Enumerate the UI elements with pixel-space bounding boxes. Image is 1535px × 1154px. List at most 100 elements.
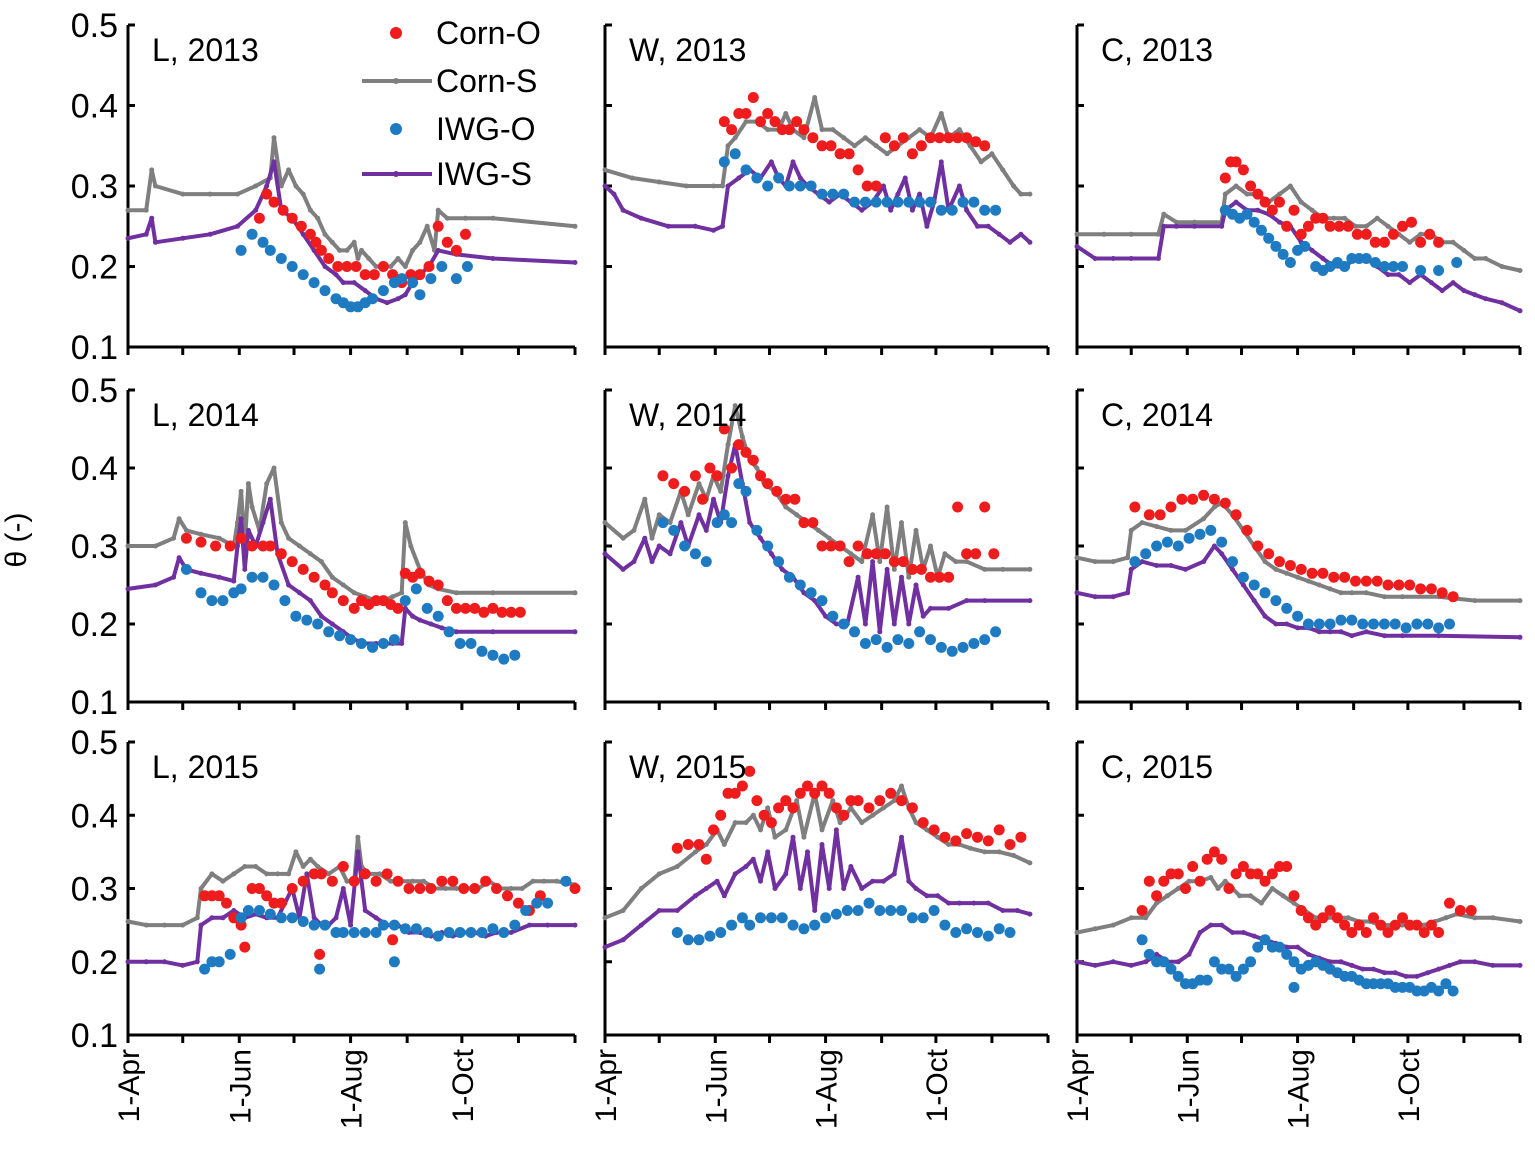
- line-marker: [1074, 590, 1080, 596]
- line-marker: [307, 551, 313, 557]
- data-point: [934, 571, 945, 583]
- data-point: [432, 579, 444, 591]
- data-point: [1237, 861, 1249, 872]
- data-point: [1339, 919, 1351, 931]
- line-marker: [928, 605, 933, 611]
- line-marker: [1219, 223, 1225, 229]
- data-point: [560, 875, 572, 887]
- data-point: [914, 626, 926, 638]
- y-tick-label: 0.4: [71, 88, 118, 126]
- line-marker: [1360, 966, 1366, 972]
- series-iwg-s: [125, 496, 578, 646]
- line-marker: [1027, 566, 1033, 572]
- line-marker: [152, 582, 158, 588]
- line-marker: [909, 207, 915, 213]
- data-point: [1015, 831, 1027, 843]
- data-point: [816, 188, 828, 200]
- line-marker: [848, 805, 854, 811]
- data-point: [478, 606, 490, 618]
- line-marker: [1436, 966, 1442, 972]
- data-point: [807, 517, 819, 529]
- line-marker: [602, 167, 608, 173]
- line-marker: [1007, 239, 1013, 245]
- line-marker: [183, 527, 189, 533]
- line-marker: [692, 849, 698, 855]
- data-point: [841, 905, 853, 916]
- y-tick-label: 0.4: [71, 450, 118, 488]
- line-marker: [180, 235, 186, 241]
- data-point: [1353, 919, 1365, 931]
- line-marker: [1269, 886, 1275, 891]
- panel-label: C, 2015: [1101, 749, 1213, 785]
- line-marker: [1327, 959, 1333, 965]
- line-marker: [453, 590, 459, 596]
- line-marker: [884, 151, 890, 157]
- data-point: [1360, 927, 1372, 938]
- data-point: [367, 293, 378, 305]
- line-marker: [797, 886, 803, 891]
- data-point: [461, 261, 473, 272]
- legend-item-corn-s: Corn-S: [362, 63, 537, 99]
- data-point: [744, 765, 756, 777]
- line-marker: [245, 481, 251, 487]
- line-marker: [841, 886, 847, 891]
- data-point: [348, 875, 360, 887]
- line-marker: [1381, 633, 1387, 639]
- data-point: [348, 927, 360, 938]
- line-marker: [1128, 915, 1134, 921]
- line-marker: [696, 481, 702, 487]
- data-point: [450, 273, 462, 285]
- data-point: [1284, 257, 1296, 268]
- line-marker: [913, 820, 919, 826]
- line-marker: [333, 272, 339, 278]
- data-point: [897, 132, 909, 144]
- line-marker: [765, 849, 771, 855]
- data-point: [773, 172, 785, 184]
- data-point: [264, 908, 276, 920]
- line-marker: [1143, 915, 1149, 921]
- line-marker: [340, 886, 346, 891]
- line-marker: [1175, 886, 1181, 891]
- data-point: [423, 575, 435, 587]
- panel-label: W, 2013: [629, 32, 746, 68]
- line-marker: [490, 590, 496, 596]
- line-marker: [1349, 633, 1355, 639]
- data-point: [718, 116, 730, 128]
- data-point: [480, 875, 492, 887]
- line-marker: [602, 551, 608, 557]
- data-point: [993, 824, 1005, 836]
- line-marker: [1211, 504, 1217, 510]
- line-marker: [1483, 296, 1489, 302]
- line-marker: [837, 820, 843, 826]
- panel-label: W, 2015: [629, 749, 746, 785]
- line-marker: [638, 922, 644, 928]
- data-point: [762, 478, 774, 490]
- line-marker: [765, 805, 771, 811]
- line-marker: [171, 574, 177, 580]
- data-point: [1281, 861, 1293, 872]
- line-marker: [913, 886, 919, 891]
- data-point: [370, 875, 382, 887]
- data-point: [925, 571, 936, 583]
- data-point: [718, 509, 730, 521]
- line-marker: [667, 551, 673, 557]
- data-point: [1172, 868, 1184, 880]
- data-point: [1378, 236, 1390, 248]
- data-point: [1216, 536, 1228, 548]
- line-marker: [711, 183, 716, 189]
- data-point: [323, 253, 335, 264]
- data-point: [1180, 883, 1191, 894]
- line-marker: [696, 512, 702, 518]
- data-point: [1183, 532, 1195, 544]
- line-marker: [519, 886, 525, 891]
- line-marker: [629, 175, 635, 181]
- line-marker: [656, 543, 662, 549]
- line-marker: [152, 239, 158, 245]
- line-marker: [1000, 566, 1006, 572]
- line-marker: [329, 574, 335, 580]
- line-marker: [971, 900, 977, 906]
- data-point: [961, 923, 973, 935]
- line-marker: [794, 798, 800, 804]
- data-point: [765, 912, 777, 924]
- line-marker: [399, 641, 405, 646]
